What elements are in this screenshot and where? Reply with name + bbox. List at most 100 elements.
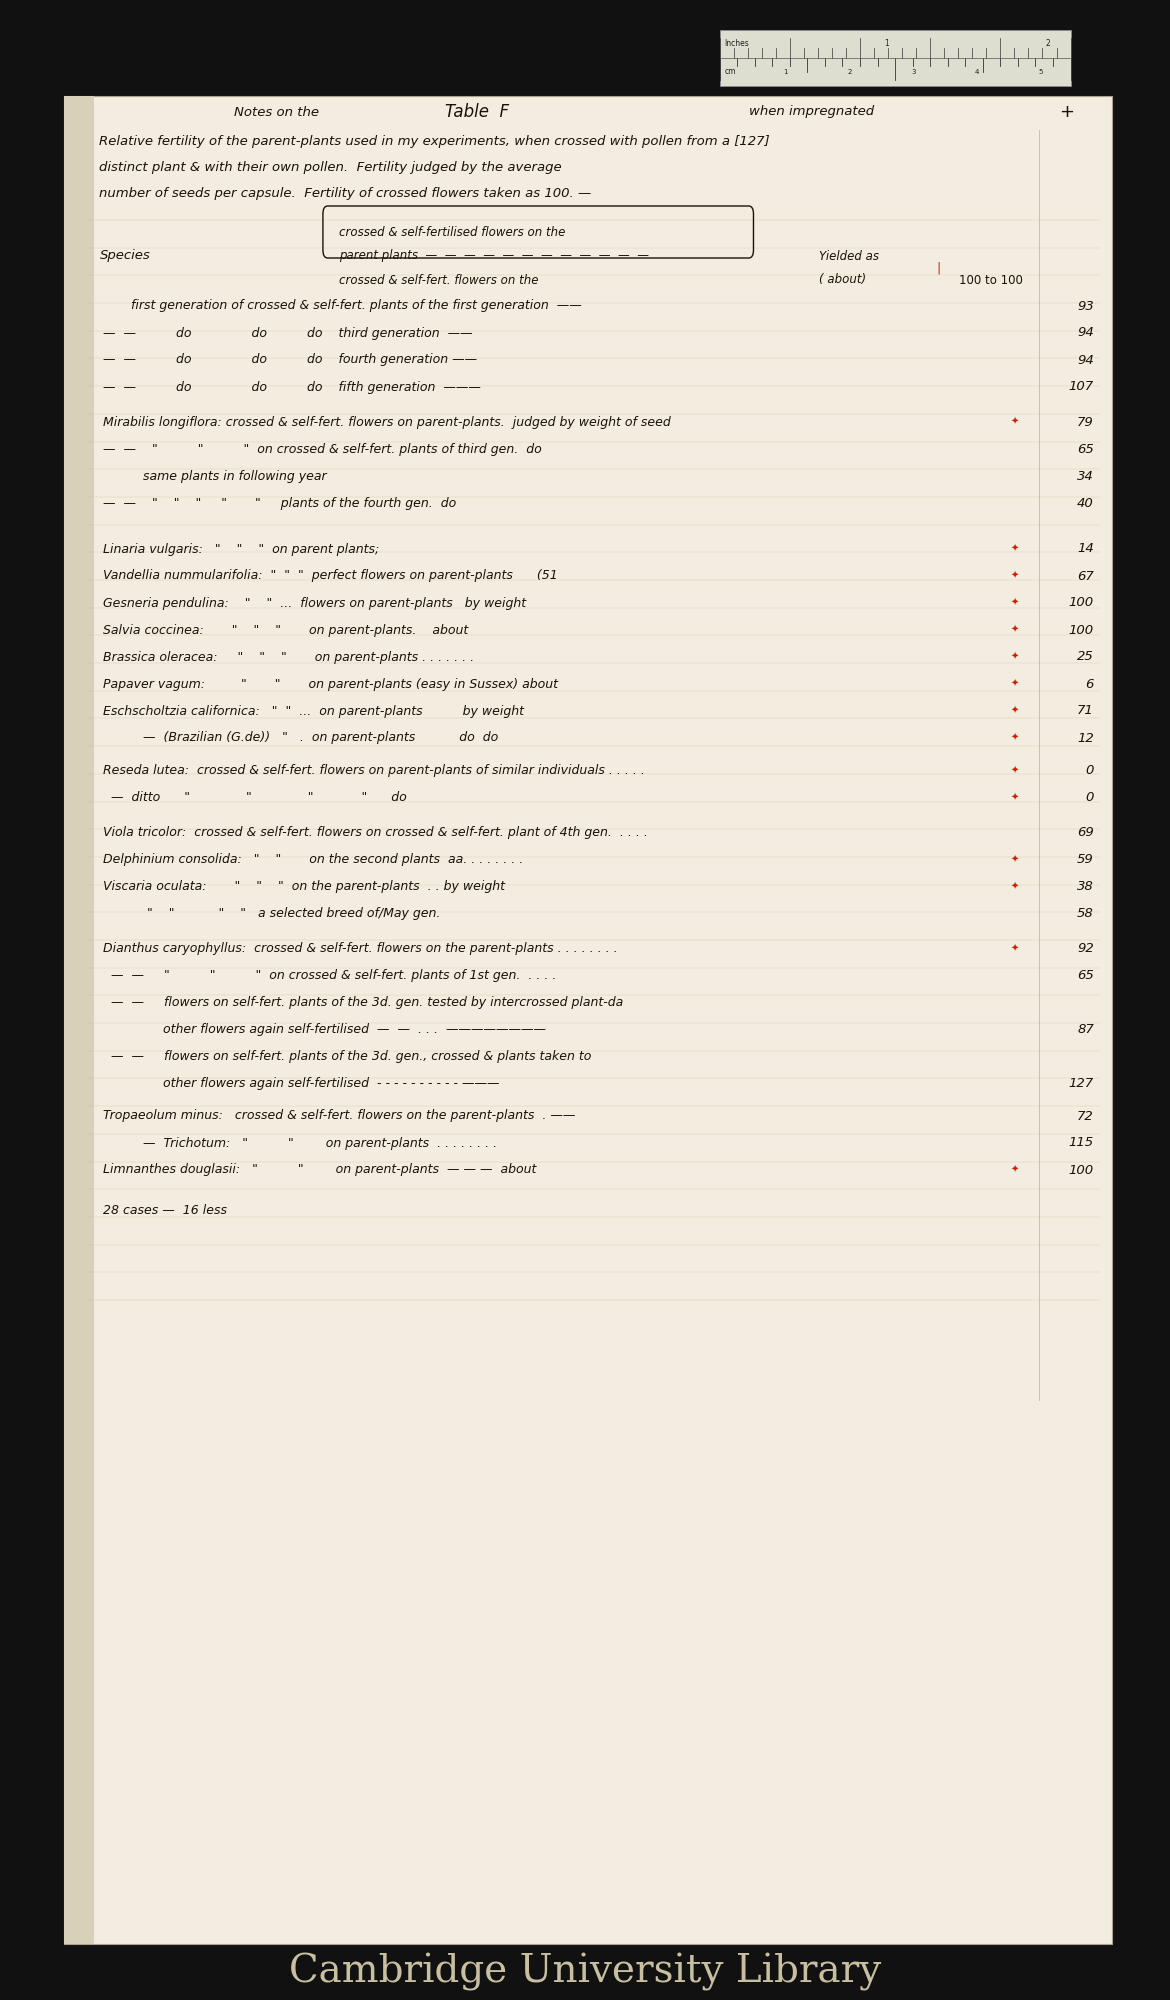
Text: 94: 94	[1078, 354, 1094, 366]
Text: 0: 0	[1086, 790, 1094, 804]
Text: 107: 107	[1069, 380, 1094, 394]
Text: same plants in following year: same plants in following year	[103, 470, 326, 482]
Text: 4: 4	[975, 68, 979, 74]
Text: —  —    "          "          "  on crossed & self-fert. plants of third gen.  d: — — " " " on crossed & self-fert. plants…	[103, 442, 542, 456]
Text: —  (Brazilian (G.de))   "   .  on parent-plants           do  do: — (Brazilian (G.de)) " . on parent-plant…	[103, 732, 498, 744]
Text: Eschscholtzia californica:   "  "  ...  on parent-plants          by weight: Eschscholtzia californica: " " ... on pa…	[103, 704, 524, 718]
Text: 2: 2	[847, 68, 852, 74]
Text: 58: 58	[1078, 908, 1094, 920]
Text: Delphinium consolida:   "    "       on the second plants  aa. . . . . . . .: Delphinium consolida: " " on the second …	[103, 854, 523, 866]
Text: first generation of crossed & self-fert. plants of the first generation  ——: first generation of crossed & self-fert.…	[103, 300, 581, 312]
Text: 6: 6	[1086, 678, 1094, 690]
Text: 79: 79	[1078, 416, 1094, 428]
Text: Vandellia nummularifolia:  "  "  "  perfect flowers on parent-plants      (51: Vandellia nummularifolia: " " " perfect …	[103, 570, 558, 582]
Text: 67: 67	[1078, 570, 1094, 582]
Text: 100: 100	[1069, 1164, 1094, 1176]
Text: 34: 34	[1078, 470, 1094, 482]
Bar	[720, 30, 1071, 86]
Text: Viola tricolor:  crossed & self-fert. flowers on crossed & self-fert. plant of 4: Viola tricolor: crossed & self-fert. flo…	[103, 826, 648, 840]
Text: 93: 93	[1078, 300, 1094, 312]
Text: 87: 87	[1078, 1024, 1094, 1036]
Text: other flowers again self-fertilised  —  —  . . .  ————————: other flowers again self-fertilised — — …	[103, 1024, 546, 1036]
Text: 12: 12	[1078, 732, 1094, 744]
Text: ✦: ✦	[1011, 706, 1019, 716]
Text: ✦: ✦	[1011, 882, 1019, 892]
Text: ( about): ( about)	[819, 274, 866, 286]
Text: Dianthus caryophyllus:  crossed & self-fert. flowers on the parent-plants . . . : Dianthus caryophyllus: crossed & self-fe…	[103, 942, 618, 956]
Text: —  —     "          "          "  on crossed & self-fert. plants of 1st gen.  . : — — " " " on crossed & self-fert. plants…	[103, 970, 557, 982]
Text: 100 to 100: 100 to 100	[959, 274, 1024, 286]
Text: Viscaria oculata:       "    "    "  on the parent-plants  . . by weight: Viscaria oculata: " " " on the parent-pl…	[103, 880, 505, 892]
Text: 14: 14	[1078, 542, 1094, 556]
Text: ✦: ✦	[1011, 680, 1019, 690]
Text: parent plants  —  —  —  —  —  —  —  —  —  —  —  —: parent plants — — — — — — — — — — — —	[339, 250, 649, 262]
Bar	[64, 96, 94, 1944]
Text: Table  F: Table F	[445, 102, 509, 120]
Text: 72: 72	[1078, 1110, 1094, 1122]
Text: cm: cm	[724, 66, 736, 76]
Text: 1: 1	[784, 68, 787, 74]
Text: 2: 2	[1046, 38, 1051, 48]
Text: Yielded as: Yielded as	[819, 250, 879, 262]
Text: ✦: ✦	[1011, 626, 1019, 636]
Text: distinct plant & with their own pollen.  Fertility judged by the average: distinct plant & with their own pollen. …	[99, 162, 562, 174]
Text: —  —          do               do          do    fourth generation ——: — — do do do fourth generation ——	[103, 354, 477, 366]
Text: Linaria vulgaris:   "    "    "  on parent plants;: Linaria vulgaris: " " " on parent plants…	[103, 542, 379, 556]
Text: 127: 127	[1069, 1078, 1094, 1090]
Text: Salvia coccinea:       "    "    "       on parent-plants.    about: Salvia coccinea: " " " on parent-plants.…	[103, 624, 468, 636]
Text: 59: 59	[1078, 854, 1094, 866]
Text: —  —     flowers on self-fert. plants of the 3d. gen. tested by intercrossed pla: — — flowers on self-fert. plants of the …	[103, 996, 624, 1010]
Text: other flowers again self-fertilised  - - - - - - - - - - ———: other flowers again self-fertilised - - …	[103, 1078, 500, 1090]
Text: ✦: ✦	[1011, 732, 1019, 742]
Text: 5: 5	[1039, 68, 1042, 74]
Text: ✦: ✦	[1011, 854, 1019, 864]
Text: Mirabilis longiflora: crossed & self-fert. flowers on parent-plants.  judged by : Mirabilis longiflora: crossed & self-fer…	[103, 416, 670, 428]
Text: Tropaeolum minus:   crossed & self-fert. flowers on the parent-plants  . ——: Tropaeolum minus: crossed & self-fert. f…	[103, 1110, 576, 1122]
Text: Species: Species	[99, 250, 150, 262]
Text: ✦: ✦	[1011, 1164, 1019, 1174]
Text: —  ditto      "              "              "            "      do: — ditto " " " " do	[103, 790, 407, 804]
Text: Gesneria pendulina:    "    "  ...  flowers on parent-plants   by weight: Gesneria pendulina: " " ... flowers on p…	[103, 596, 526, 610]
Text: ✦: ✦	[1011, 792, 1019, 802]
Text: Relative fertility of the parent-plants used in my experiments, when crossed wit: Relative fertility of the parent-plants …	[99, 136, 770, 148]
Text: Notes on the: Notes on the	[234, 106, 319, 118]
FancyBboxPatch shape	[64, 96, 1111, 1944]
Text: Inches: Inches	[724, 38, 749, 48]
Text: —  —    "    "    "     "       "     plants of the fourth gen.  do: — — " " " " " plants of the fourth gen. …	[103, 496, 456, 510]
Text: ✦: ✦	[1011, 598, 1019, 608]
Text: ✦: ✦	[1011, 944, 1019, 954]
Text: 100: 100	[1069, 596, 1094, 610]
Text: Cambridge University Library: Cambridge University Library	[289, 1952, 881, 1992]
Text: ✦: ✦	[1011, 418, 1019, 428]
Text: Brassica oleracea:     "    "    "       on parent-plants . . . . . . .: Brassica oleracea: " " " on parent-plant…	[103, 650, 474, 664]
Text: +: +	[1059, 102, 1074, 120]
Text: ✦: ✦	[1011, 572, 1019, 580]
Text: 38: 38	[1078, 880, 1094, 892]
Text: crossed & self-fertilised flowers on the: crossed & self-fertilised flowers on the	[339, 226, 565, 238]
Text: Reseda lutea:  crossed & self-fert. flowers on parent-plants of similar individu: Reseda lutea: crossed & self-fert. flowe…	[103, 764, 645, 776]
Text: number of seeds per capsule.  Fertility of crossed flowers taken as 100. —: number of seeds per capsule. Fertility o…	[99, 188, 592, 200]
Text: 94: 94	[1078, 326, 1094, 340]
Text: Papaver vagum:         "       "       on parent-plants (easy in Sussex) about: Papaver vagum: " " on parent-plants (eas…	[103, 678, 558, 690]
Text: |: |	[936, 262, 941, 274]
Text: 65: 65	[1078, 970, 1094, 982]
Text: 1: 1	[885, 38, 889, 48]
Text: ✦: ✦	[1011, 766, 1019, 776]
Text: —  —          do               do          do    fifth generation  ———: — — do do do fifth generation ———	[103, 380, 481, 394]
Text: 40: 40	[1078, 496, 1094, 510]
Text: "    "           "    "   a selected breed of/May gen.: " " " " a selected breed of/May gen.	[103, 908, 440, 920]
Text: 69: 69	[1078, 826, 1094, 840]
Text: when impregnated: when impregnated	[749, 106, 874, 118]
Text: —  —     flowers on self-fert. plants of the 3d. gen., crossed & plants taken to: — — flowers on self-fert. plants of the …	[103, 1050, 591, 1064]
Text: 71: 71	[1078, 704, 1094, 718]
Text: ✦: ✦	[1011, 652, 1019, 662]
Text: 0: 0	[1086, 764, 1094, 776]
Text: 115: 115	[1069, 1136, 1094, 1150]
Text: 92: 92	[1078, 942, 1094, 956]
Text: 65: 65	[1078, 442, 1094, 456]
Text: 3: 3	[911, 68, 915, 74]
Text: —  —          do               do          do    third generation  ——: — — do do do third generation ——	[103, 326, 473, 340]
Text: Limnanthes douglasii:   "          "        on parent-plants  — — —  about: Limnanthes douglasii: " " on parent-plan…	[103, 1164, 536, 1176]
Text: crossed & self-fert. flowers on the: crossed & self-fert. flowers on the	[339, 274, 539, 286]
Text: 100: 100	[1069, 624, 1094, 636]
